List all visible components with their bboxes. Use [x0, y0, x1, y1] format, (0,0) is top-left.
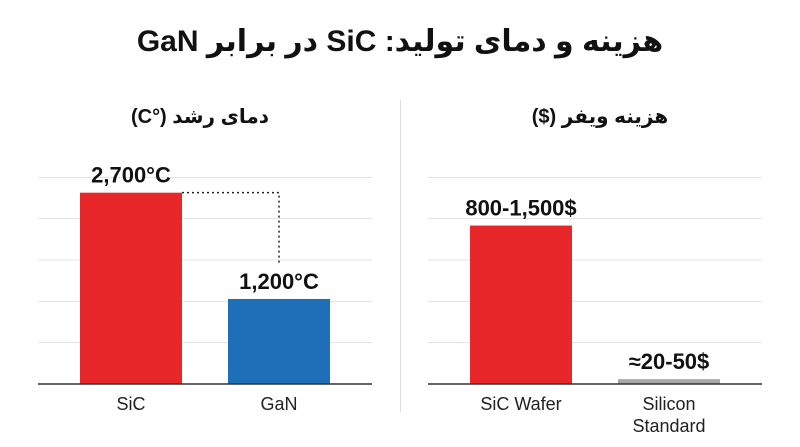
x-tick-label: Silicon — [642, 394, 695, 414]
bar-silicon-standard — [618, 379, 720, 384]
x-tick-label: Standard — [632, 416, 705, 436]
dotted-connector — [182, 191, 280, 265]
bar-sic-wafer — [470, 225, 572, 384]
panel-divider — [400, 100, 401, 412]
data-label: 1,200°C — [239, 269, 319, 294]
bar-gan — [228, 298, 330, 384]
data-label: ≈20-50$ — [629, 349, 710, 374]
bar-sic — [80, 192, 182, 384]
x-tick-label: SiC — [116, 394, 145, 414]
left-panel-title: دمای رشد (°C) — [130, 106, 270, 128]
x-tick-label: GaN — [260, 394, 297, 414]
data-label: 800-1,500$ — [465, 196, 576, 221]
data-label: 2,700°C — [91, 163, 171, 188]
x-tick-label: SiC Wafer — [480, 394, 561, 414]
figure-title: هزینه و دمای تولید: SiC در برابر GaN — [136, 25, 664, 58]
right-panel-title: هزینه ویفر ($) — [531, 106, 669, 128]
